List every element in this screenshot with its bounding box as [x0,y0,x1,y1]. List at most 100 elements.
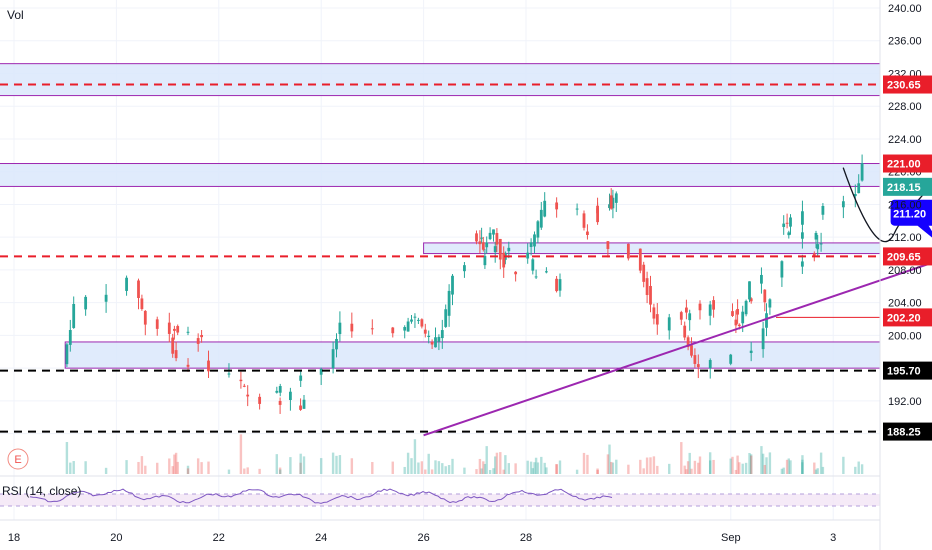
candle-body [444,309,448,327]
candle-body [763,289,767,303]
candle-body [734,319,738,326]
earnings-event[interactable]: E [7,448,29,470]
candle-body [816,244,820,250]
price-tick-label: 236.00 [888,36,922,48]
volume-bar [642,468,645,474]
candle-body [649,285,652,305]
volume-bar [140,456,144,474]
price-callout [883,199,932,238]
volume-bar [463,467,466,474]
volume-bar [258,468,261,474]
volume-bar [427,453,430,474]
volume-bar [299,462,302,474]
volume-bar [84,461,87,474]
volume-bar [536,462,540,474]
candle-body [749,298,753,302]
candle-body [780,261,784,278]
candle-body [299,375,303,381]
candles [65,154,864,414]
volume-bar [531,468,534,474]
candle-body [176,326,180,333]
candle-body [498,238,502,260]
volume-bar [680,442,683,474]
candle-body [125,277,128,291]
candle-body [667,317,671,331]
candle-body [430,342,434,345]
volume-bar [207,461,210,474]
time-tick-label: 18 [8,532,20,544]
candle-body [186,331,190,333]
candle-body [801,232,804,239]
rsi-line [29,488,613,504]
volume-bar [227,469,231,474]
candle-body [679,312,683,320]
candle-body [761,328,765,350]
candle-body [475,233,478,242]
candle-body [171,337,175,354]
volume-bar [555,464,558,474]
volume-bar [371,462,374,474]
candle-body [787,232,791,236]
volume-bar [391,461,394,474]
candle-body [558,279,562,291]
price-tag [883,177,932,196]
volume-bar [685,469,688,474]
volume-bar [137,461,140,474]
candle-body [534,276,538,278]
volume-bar [801,455,804,474]
candle-body [451,275,454,295]
candle-body [488,232,492,240]
volume-bar [606,454,610,474]
candle-body [289,391,292,401]
volume-bar [196,458,200,474]
volume-bar [534,457,538,474]
candle-body [536,221,540,238]
candle-body [413,316,417,318]
volume-bar [483,463,487,474]
candle-body [765,313,768,328]
candle-body [370,328,374,330]
volume-bar [444,466,447,474]
time-tick-label: 26 [417,532,429,544]
candle-body [555,278,558,292]
candle-body [609,195,613,209]
volume-bar [350,458,354,474]
time-axis[interactable]: 182022242628Sep379 [8,532,932,544]
volume-bar [69,462,72,474]
volume-bar [736,455,739,474]
price-tag [883,75,932,94]
candle-body [338,322,342,335]
candle-body [741,311,745,324]
candle-body [638,248,642,271]
volume-bar [615,459,618,474]
candle-body [606,241,610,249]
candle-body [712,300,715,310]
candle-body [708,304,712,316]
volume-bar [417,462,420,474]
volume-bar [741,463,744,474]
price-zone [64,341,881,369]
volume-bar [475,469,478,474]
volume-bars [65,434,864,474]
price-tick-label: 224.00 [888,134,922,146]
candle-body [785,222,789,224]
candle-body [140,298,144,310]
price-tick-label: 216.00 [888,199,922,211]
candle-body [72,303,76,328]
volume-bar [420,461,424,474]
volume-bar [243,468,246,474]
candle-body [614,193,618,203]
candle-body [690,345,693,356]
volume-bar [492,468,495,474]
price-tick-label: 228.00 [888,101,922,113]
candle-body [319,368,323,375]
candle-body [481,242,485,250]
candle-body [531,259,535,271]
price-tick-label: 240.00 [888,3,922,15]
price-axis[interactable]: 240.00236.00232.00228.00224.00220.00216.… [879,0,932,550]
drawings: 211.20 [423,167,932,437]
candle-body [200,335,203,338]
volume-bar [168,458,171,474]
volume-bar [690,468,693,474]
